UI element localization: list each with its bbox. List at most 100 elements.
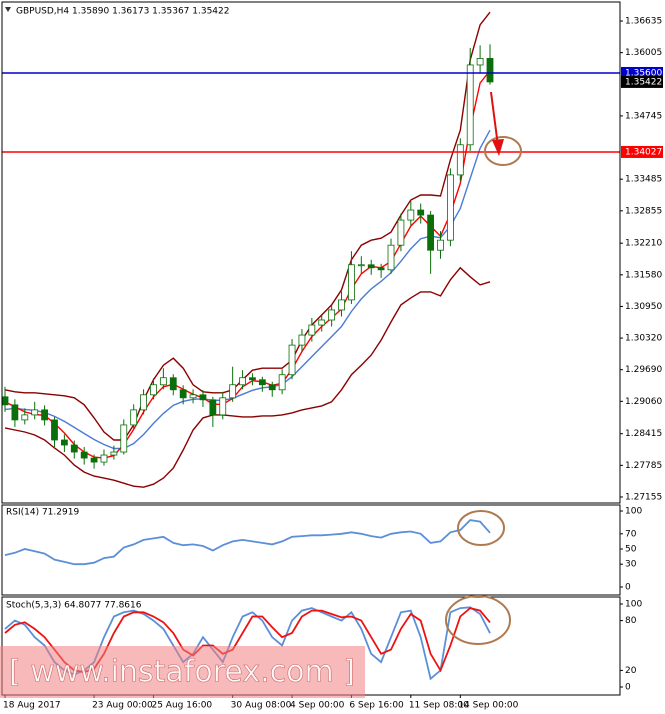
candle-body — [1, 396, 9, 406]
panel-title: RSI(14) 71.2919 — [6, 508, 79, 518]
x-tick-label: 23 Aug 00:00 — [92, 701, 153, 711]
title-icon — [5, 7, 11, 12]
y-tick-label: 1.29690 — [625, 365, 662, 375]
candle-body — [31, 409, 39, 416]
highlight-circle — [445, 595, 511, 645]
candle-body — [249, 377, 256, 381]
indicator-line — [4, 129, 491, 450]
candle-body — [308, 324, 316, 336]
y-tick-label: 100 — [625, 507, 642, 517]
indicator-line — [4, 11, 491, 441]
y-tick-label: 1.29060 — [625, 397, 662, 407]
candle-body — [456, 144, 464, 176]
watermark-band — [0, 646, 365, 698]
candle-body — [278, 374, 286, 391]
x-tick-label: 30 Aug 08:00 — [231, 701, 292, 711]
candle-body — [437, 239, 444, 251]
arrow-head — [492, 139, 504, 156]
arrow-shaft — [490, 91, 499, 147]
candle-body — [110, 451, 118, 456]
candle-body — [169, 377, 177, 391]
candle-body — [21, 414, 29, 421]
panel-title: GBPUSD,H4 1.35890 1.36173 1.35367 1.3542… — [16, 7, 229, 17]
candle-body — [51, 419, 58, 441]
candle-body — [328, 309, 336, 321]
candle-body — [258, 379, 266, 386]
candle-body — [60, 439, 68, 446]
y-tick-label: 1.28415 — [625, 429, 662, 439]
y-tick-label: 80 — [625, 616, 637, 626]
watermark: [ www.instaforex.com ] — [9, 655, 355, 690]
indicator-line — [4, 266, 491, 488]
y-tick-label: 1.31580 — [625, 270, 662, 280]
y-tick-label: 50 — [625, 545, 637, 555]
price-label: 1.35422 — [625, 77, 662, 87]
candle-body — [150, 384, 157, 396]
candle-body — [239, 377, 246, 386]
candle-body — [387, 244, 395, 271]
y-tick-label: 1.33485 — [625, 175, 662, 185]
candle-body — [199, 394, 207, 401]
candle-body — [377, 267, 385, 271]
x-tick-label: 6 Sep 16:00 — [349, 701, 404, 711]
candle-body — [407, 209, 415, 221]
candle-body — [179, 389, 187, 399]
main-frame — [1, 1, 621, 504]
candle-body — [466, 64, 474, 146]
y-tick-label: 1.34745 — [625, 111, 662, 121]
y-tick-label: 100 — [625, 600, 642, 610]
rsi-frame — [1, 504, 621, 596]
x-tick-label: 4 Sep 00:00 — [290, 701, 345, 711]
level-label: 1.34027 — [625, 147, 662, 157]
y-tick-label: 1.36635 — [625, 17, 662, 27]
y-tick-label: 20 — [625, 666, 637, 676]
candle-body — [229, 384, 237, 399]
candle-body — [298, 334, 306, 346]
indicator-line — [4, 519, 491, 566]
candle-body — [140, 394, 147, 411]
y-tick-label: 1.32210 — [625, 239, 662, 249]
candle-body — [11, 404, 19, 421]
level-label: 1.35600 — [625, 68, 662, 78]
candle-body — [41, 409, 48, 421]
candle-body — [318, 319, 326, 326]
highlight-circle — [457, 510, 505, 546]
y-tick-label: 1.32855 — [625, 206, 662, 216]
x-tick-label: 11 Sep 08:00 — [409, 701, 469, 711]
overlay: [ www.instaforex.com ] — [0, 91, 522, 698]
y-tick-label: 1.27785 — [625, 461, 662, 471]
candle-body — [120, 424, 128, 453]
candle-body — [219, 397, 227, 416]
candle-body — [476, 58, 484, 66]
candle-body — [348, 264, 355, 301]
candle-body — [159, 377, 167, 386]
candle-body — [268, 384, 276, 391]
y-tick-label: 1.30320 — [625, 334, 662, 344]
y-tick-label: 1.30950 — [625, 302, 662, 312]
y-tick-label: 1.36005 — [625, 48, 662, 58]
plots: GBPUSD,H4 1.35890 1.36173 1.35367 1.3542… — [1, 7, 663, 711]
y-tick-label: 70 — [625, 529, 637, 539]
candle-body — [417, 209, 425, 216]
highlight-circle — [484, 136, 522, 166]
x-tick-label: 18 Aug 2017 — [3, 701, 61, 711]
candle-body — [80, 451, 88, 459]
candle-body — [397, 219, 405, 246]
panel-title: Stoch(5,3,3) 64.8077 77.8616 — [6, 601, 142, 611]
candle-body — [70, 444, 78, 453]
level-label-box — [621, 145, 663, 158]
candle-body — [90, 457, 98, 463]
y-tick-label: 0 — [625, 683, 631, 693]
candle-body — [209, 399, 217, 416]
candle-body — [338, 299, 345, 311]
candle-body — [427, 214, 435, 251]
candle-body — [288, 344, 296, 376]
candle-body — [367, 264, 375, 269]
x-tick-label: 25 Aug 16:00 — [151, 701, 212, 711]
candle-body — [357, 264, 365, 267]
candle-body — [130, 409, 138, 426]
price-label-box — [621, 75, 663, 88]
candle-body — [486, 58, 494, 83]
y-tick-label: 30 — [625, 560, 637, 570]
